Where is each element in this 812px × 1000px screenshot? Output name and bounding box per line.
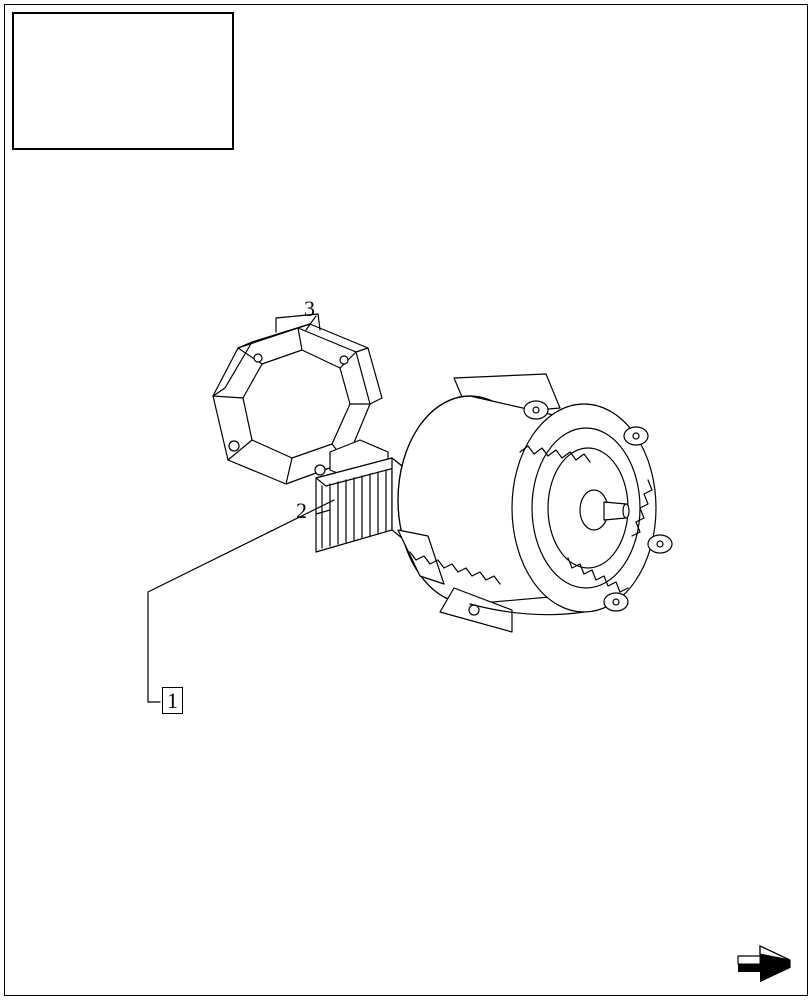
page: 3 2 1 — [0, 0, 812, 1000]
callout-3-text: 3 — [304, 296, 315, 321]
nav-arrow-icon[interactable] — [736, 934, 794, 982]
callout-2: 2 — [296, 498, 307, 524]
leader-bracket-1 — [148, 500, 334, 702]
callout-1: 1 — [162, 688, 183, 714]
callout-2-text: 2 — [296, 498, 307, 523]
part-alternator — [398, 374, 672, 632]
callout-3: 3 — [304, 296, 315, 322]
callout-1-text: 1 — [162, 687, 183, 714]
exploded-diagram — [0, 0, 812, 1000]
